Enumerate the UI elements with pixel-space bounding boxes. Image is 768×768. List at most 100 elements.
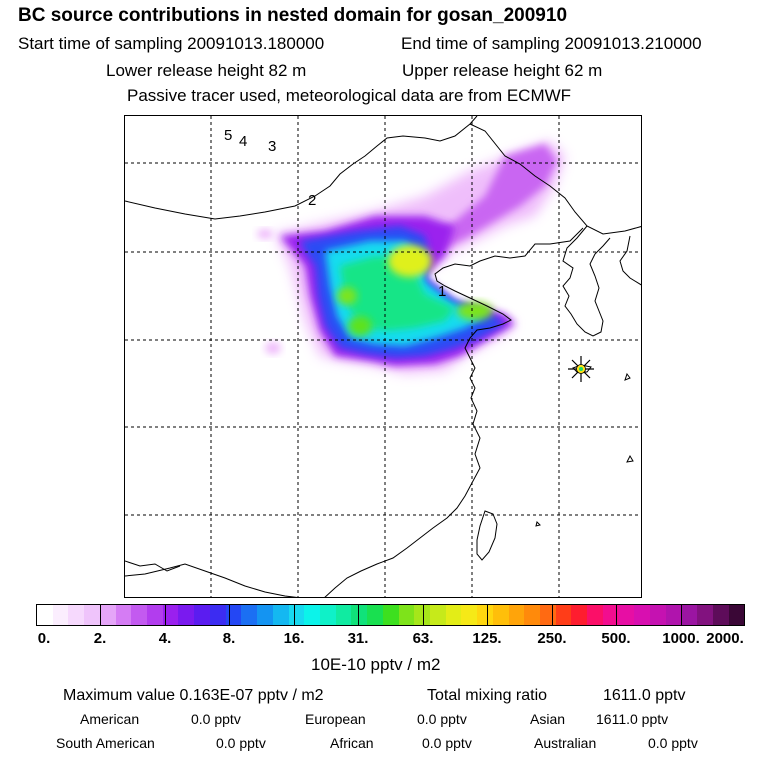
china-south-coast bbox=[125, 563, 298, 597]
plume-core-lime-east bbox=[457, 302, 493, 320]
colorbar-swatch bbox=[257, 605, 273, 625]
trajectory-marker-5: 5 bbox=[224, 127, 232, 144]
colorbar-swatch bbox=[319, 605, 336, 625]
colorbar-swatch bbox=[37, 605, 53, 625]
colorbar-swatch bbox=[524, 605, 540, 625]
colorbar-tick bbox=[229, 604, 230, 626]
colorbar-swatch bbox=[429, 605, 446, 625]
colorbar-tick-label: 2. bbox=[93, 630, 107, 647]
source-value-european: 0.0 pptv bbox=[417, 711, 467, 727]
colorbar-tick-label: 500. bbox=[601, 630, 631, 647]
trajectory-marker-4: 4 bbox=[239, 133, 247, 150]
colorbar-swatch bbox=[382, 605, 399, 625]
colorbar-tick bbox=[100, 604, 101, 626]
colorbar-tick bbox=[681, 604, 682, 626]
colorbar-swatch bbox=[288, 605, 305, 625]
colorbar-swatch bbox=[477, 605, 493, 625]
colorbar-tick bbox=[358, 604, 359, 626]
source-name-australian: Australian bbox=[534, 735, 597, 751]
colorbar-swatch bbox=[414, 605, 430, 625]
plume-core-lime-west bbox=[337, 287, 357, 305]
colorbar-swatch bbox=[241, 605, 258, 625]
upper-release-height-label: Upper release height 62 m bbox=[402, 61, 603, 80]
colorbar-swatch bbox=[492, 605, 509, 625]
plume-core-yellow bbox=[388, 245, 432, 277]
trajectory-marker-2: 2 bbox=[308, 192, 316, 209]
total-mixing-ratio-label: Total mixing ratio bbox=[427, 687, 548, 704]
lower-release-height-label: Lower release height 82 m bbox=[106, 61, 307, 80]
colorbar-swatch bbox=[571, 605, 588, 625]
colorbar-swatch bbox=[445, 605, 462, 625]
source-name-south-american: South American bbox=[56, 735, 155, 751]
colorbar-tick-label: 2000. bbox=[706, 630, 744, 647]
map-panel: 5 4 3 2 1 bbox=[124, 115, 642, 598]
colorbar-tick bbox=[616, 604, 617, 626]
colorbar-swatch bbox=[115, 605, 132, 625]
total-mixing-ratio-value: 1611.0 pptv bbox=[603, 687, 686, 704]
source-name-european: European bbox=[305, 711, 366, 727]
colorbar-swatch bbox=[681, 605, 698, 625]
colorbar-units: 10E-10 pptv / m2 bbox=[311, 655, 441, 674]
colorbar-tick bbox=[423, 604, 424, 626]
colorbar-swatch bbox=[367, 605, 383, 625]
start-time-label: Start time of sampling 20091013.180000 bbox=[18, 34, 325, 53]
colorbar-tick bbox=[165, 604, 166, 626]
colorbar-swatch bbox=[225, 605, 242, 625]
colorbar-swatch bbox=[99, 605, 116, 625]
colorbar-swatch bbox=[634, 605, 651, 625]
korea-coastline bbox=[562, 225, 611, 337]
colorbar-tick-label: 31. bbox=[347, 630, 369, 647]
colorbar-swatch bbox=[555, 605, 572, 625]
colorbar-swatch bbox=[398, 605, 415, 625]
plume-green bbox=[340, 256, 455, 331]
colorbar-swatch bbox=[665, 605, 682, 625]
end-time-label: End time of sampling 20091013.210000 bbox=[401, 34, 702, 53]
colorbar-swatch bbox=[540, 605, 556, 625]
plume-layer bbox=[257, 141, 565, 374]
concentration-map: 5 4 3 2 1 bbox=[125, 116, 641, 597]
colorbar-swatch bbox=[712, 605, 729, 625]
colorbar-swatch bbox=[209, 605, 226, 625]
colorbar-swatch bbox=[508, 605, 525, 625]
colorbar-swatch bbox=[304, 605, 320, 625]
colorbar-swatch bbox=[602, 605, 619, 625]
colorbar-swatch bbox=[131, 605, 148, 625]
japan-coastline bbox=[619, 235, 641, 286]
colorbar-tick-label: 125. bbox=[472, 630, 502, 647]
northeast-border-line bbox=[469, 123, 641, 235]
colorbar-swatch bbox=[84, 605, 100, 625]
island-small-2 bbox=[626, 454, 634, 463]
inner-border-west bbox=[125, 560, 181, 572]
colorbar-swatch bbox=[52, 605, 69, 625]
plume-speck-west bbox=[265, 342, 281, 354]
map-title: BC source contributions in nested domain… bbox=[18, 5, 568, 26]
maximum-value-label: Maximum value 0.163E-07 pptv / m2 bbox=[63, 687, 324, 704]
source-value-south-american: 0.0 pptv bbox=[216, 735, 266, 751]
colorbar-swatch bbox=[461, 605, 478, 625]
colorbar-swatch bbox=[272, 605, 289, 625]
source-value-american: 0.0 pptv bbox=[191, 711, 241, 727]
colorbar-swatch bbox=[351, 605, 368, 625]
colorbar-swatch bbox=[162, 605, 179, 625]
colorbar-swatch bbox=[650, 605, 666, 625]
source-name-asian: Asian bbox=[530, 711, 566, 727]
colorbar-swatch bbox=[178, 605, 195, 625]
coastline-bohai-yellow-sea bbox=[324, 227, 584, 597]
colorbar-tick bbox=[552, 604, 553, 626]
star-marker-icon bbox=[568, 356, 594, 382]
northern-border-line bbox=[125, 116, 478, 220]
source-value-australian: 0.0 pptv bbox=[648, 735, 698, 751]
colorbar-swatch bbox=[728, 605, 745, 625]
trajectory-marker-1: 1 bbox=[438, 283, 446, 300]
colorbar-swatch bbox=[68, 605, 85, 625]
colorbar-tick-label: 250. bbox=[537, 630, 567, 647]
plume-speck-north bbox=[257, 229, 273, 239]
colorbar-tick-label: 63. bbox=[412, 630, 434, 647]
colorbar-tick bbox=[294, 604, 295, 626]
island-small-3 bbox=[535, 521, 541, 527]
colorbar-tick bbox=[487, 604, 488, 626]
island-small-1 bbox=[624, 372, 631, 381]
plume-core-lime-south bbox=[348, 316, 372, 336]
colorbar-swatch bbox=[335, 605, 352, 625]
source-name-american: American bbox=[80, 711, 140, 727]
